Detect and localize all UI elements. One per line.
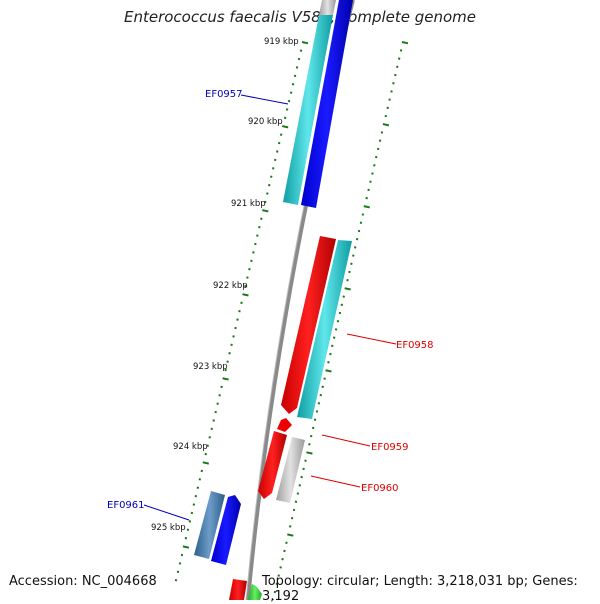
feature-gray-top bbox=[319, 0, 336, 15]
gene-label-ef0961[interactable]: EF0961 bbox=[107, 500, 145, 511]
inner-tick-major bbox=[262, 210, 268, 211]
tick-label-920: 920 kbp bbox=[248, 117, 283, 127]
ef0959-leader bbox=[322, 435, 370, 446]
outer-tick-major bbox=[306, 452, 312, 453]
feature-ef0959-red[interactable] bbox=[277, 418, 292, 432]
outer-tick-major bbox=[364, 206, 370, 207]
inner-tick-major bbox=[282, 126, 288, 127]
inner-tick-major bbox=[302, 42, 308, 43]
ef0961-leader bbox=[144, 505, 189, 520]
gene-label-ef0959[interactable]: EF0959 bbox=[371, 442, 409, 453]
inner-tick-major bbox=[203, 462, 209, 463]
outer-tick-major bbox=[402, 42, 408, 43]
tick-label-924: 924 kbp bbox=[173, 442, 208, 452]
tick-label-922: 922 kbp bbox=[213, 281, 248, 291]
tick-label-921: 921 kbp bbox=[231, 199, 266, 209]
ef0957-leader bbox=[241, 95, 288, 104]
ef0960-leader bbox=[311, 476, 360, 487]
outer-tick-major bbox=[326, 370, 332, 371]
inner-tick-major bbox=[242, 294, 248, 295]
accession-text: Accession: NC_004668 bbox=[9, 574, 157, 589]
gene-label-ef0960[interactable]: EF0960 bbox=[361, 483, 399, 494]
inner-tick-major bbox=[223, 378, 229, 379]
outer-tick-major bbox=[345, 288, 351, 289]
inner-tick-major bbox=[183, 546, 189, 547]
tick-label-925: 925 kbp bbox=[151, 523, 186, 533]
feature-bottom-red bbox=[229, 579, 247, 600]
ef0958-leader bbox=[347, 334, 396, 344]
gene-label-ef0957[interactable]: EF0957 bbox=[205, 89, 243, 100]
outer-tick-ring bbox=[272, 42, 408, 600]
outer-tick-major bbox=[383, 124, 389, 125]
outer-tick-major bbox=[287, 534, 293, 535]
tick-label-919: 919 kbp bbox=[264, 37, 299, 47]
gene-label-ef0958[interactable]: EF0958 bbox=[396, 340, 434, 351]
tick-label-923: 923 kbp bbox=[193, 362, 228, 372]
